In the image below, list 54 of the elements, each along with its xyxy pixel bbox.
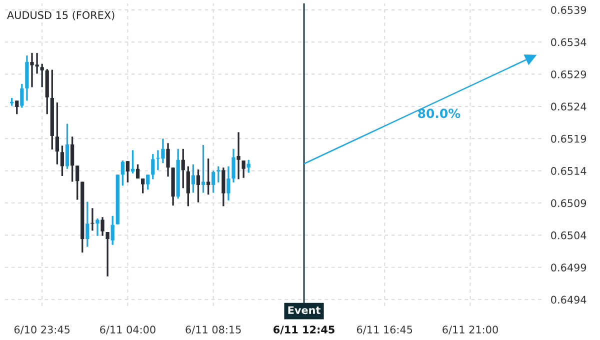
x-tick-label: 6/11 12:45: [273, 326, 334, 334]
candlestick: [126, 160, 130, 184]
ref-line-label: Event: [288, 306, 320, 314]
candlestick: [206, 158, 210, 196]
candlestick: [181, 148, 185, 190]
candlestick: [76, 164, 80, 201]
candlestick: [86, 200, 90, 248]
candlestick: [65, 122, 70, 170]
x-tick-label: 6/11 08:15: [186, 326, 241, 334]
x-tick-label: 6/11 21:00: [442, 326, 498, 334]
candlestick: [216, 165, 220, 184]
candlestick: [201, 144, 206, 194]
text: AUDUSD 15 (FOREX): [7, 10, 114, 20]
y-tick-label: 0.6519: [551, 134, 586, 143]
candlestick: [106, 231, 110, 278]
y-tick-label: 0.6514: [551, 167, 586, 175]
candlestick: [55, 102, 59, 166]
candlestick: [20, 83, 24, 109]
annotation: 80.0%: [418, 108, 460, 118]
y-tick-label: 0.6539: [551, 6, 586, 14]
candlestick: [151, 153, 155, 180]
x-tick-label: 6/10 23:45: [14, 326, 70, 334]
candlestick: [232, 148, 236, 184]
candlestick: [120, 160, 124, 186]
candlestick: [100, 216, 104, 237]
x-tick-label: 6/11 04:00: [100, 326, 156, 334]
candlestick: [141, 178, 145, 194]
candlestick: [136, 164, 140, 180]
candlestick: [236, 131, 240, 180]
candlestick: [212, 170, 216, 194]
candlestick: [222, 166, 226, 208]
candlestick: [246, 159, 250, 174]
candlestick: [186, 165, 190, 208]
candlestick: [191, 164, 196, 194]
candlestick: [40, 63, 44, 88]
y-tick-label: 0.6499: [551, 264, 586, 272]
candlestick: [146, 174, 150, 190]
candlestick: [96, 218, 100, 237]
candlestick: [196, 168, 200, 204]
y-tick-label: 0.6504: [551, 231, 586, 240]
candlestick: [15, 100, 19, 115]
candlestick: [70, 136, 74, 183]
y-tick-label: 0.6534: [551, 38, 586, 46]
candlestick: [130, 149, 135, 174]
candlestick: [60, 144, 64, 177]
y-tick-label: 0.6524: [551, 102, 586, 111]
candlestick: [166, 142, 170, 178]
candlestick: [110, 215, 114, 246]
candlestick: [242, 160, 246, 179]
candlestick: [226, 165, 230, 202]
x-tick-label: 6/11 16:45: [356, 326, 412, 334]
y-tick-label: 0.6529: [551, 70, 586, 78]
y-tick-label: 0.6509: [551, 199, 586, 208]
y-tick-label: 0.6494: [551, 296, 586, 304]
